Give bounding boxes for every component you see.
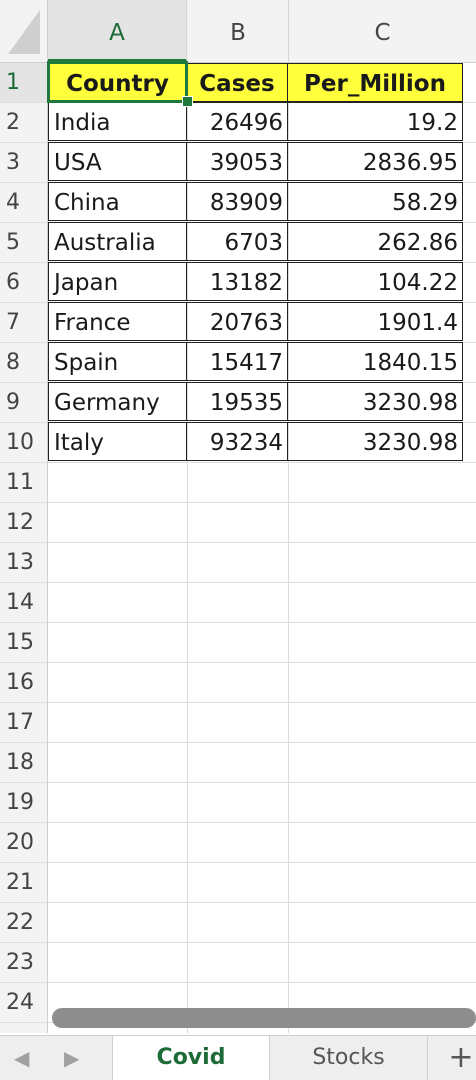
chevron-left-icon[interactable]: ◀ bbox=[14, 1046, 30, 1070]
row-header-1[interactable]: 1 bbox=[0, 63, 47, 103]
table-cell-country[interactable]: Australia bbox=[48, 222, 187, 261]
table-cell-country[interactable]: India bbox=[48, 102, 187, 141]
row-header-bar: 1 2 3 4 5 6 7 8 9 10 11 12 13 14 15 16 17 18 19 20 21 22 23 24 bbox=[0, 63, 48, 1033]
grid-row-line bbox=[48, 582, 476, 583]
row-header-6[interactable]: 6 bbox=[0, 263, 47, 303]
row-header-4[interactable]: 4 bbox=[0, 183, 47, 223]
table-cell-cases[interactable]: 83909 bbox=[186, 182, 288, 221]
grid-row-line bbox=[48, 462, 476, 463]
table-cell-country[interactable]: China bbox=[48, 182, 187, 221]
grid-column-line bbox=[187, 63, 188, 1033]
table-cell-country[interactable]: USA bbox=[48, 142, 187, 181]
table-cell-country[interactable]: Spain bbox=[48, 342, 187, 381]
tab-stocks[interactable]: Stocks bbox=[270, 1036, 428, 1080]
table-cell-per_million[interactable]: 3230.98 bbox=[287, 382, 463, 421]
grid-row-line bbox=[48, 782, 476, 783]
column-header-a[interactable]: A bbox=[48, 0, 187, 62]
table-cell-per_million[interactable]: 1840.15 bbox=[287, 342, 463, 381]
grid-row-line bbox=[48, 982, 476, 983]
row-header-16[interactable]: 16 bbox=[0, 663, 47, 703]
grid-column-line bbox=[288, 63, 289, 1033]
fill-handle[interactable] bbox=[182, 96, 193, 107]
table-cell-per_million[interactable]: 3230.98 bbox=[287, 422, 463, 461]
sheet-tab-bar: ◀ ▶ Covid Stocks + bbox=[0, 1035, 476, 1080]
tab-covid[interactable]: Covid bbox=[112, 1036, 270, 1080]
grid-row-line bbox=[48, 942, 476, 943]
column-header-c[interactable]: C bbox=[374, 20, 391, 46]
column-header-bar: A B C bbox=[0, 0, 476, 63]
row-header-22[interactable]: 22 bbox=[0, 903, 47, 943]
row-header-23[interactable]: 23 bbox=[0, 943, 47, 983]
horizontal-scrollbar[interactable] bbox=[52, 1008, 476, 1028]
table-cell-cases[interactable]: 15417 bbox=[186, 342, 288, 381]
grid-row-line bbox=[48, 622, 476, 623]
table-cell-per_million[interactable]: 262.86 bbox=[287, 222, 463, 261]
table-cell-per_million[interactable]: 58.29 bbox=[287, 182, 463, 221]
chevron-right-icon[interactable]: ▶ bbox=[64, 1046, 80, 1070]
table-cell-cases[interactable]: 93234 bbox=[186, 422, 288, 461]
row-header-12[interactable]: 12 bbox=[0, 503, 47, 543]
row-header-14[interactable]: 14 bbox=[0, 583, 47, 623]
row-header-18[interactable]: 18 bbox=[0, 743, 47, 783]
row-header-2[interactable]: 2 bbox=[0, 103, 47, 143]
grid-row-line bbox=[48, 862, 476, 863]
row-header-5[interactable]: 5 bbox=[0, 223, 47, 263]
grid-row-line bbox=[48, 902, 476, 903]
grid-row-line bbox=[48, 822, 476, 823]
row-header-20[interactable]: 20 bbox=[0, 823, 47, 863]
grid-row-line bbox=[48, 662, 476, 663]
row-header-9[interactable]: 9 bbox=[0, 383, 47, 423]
table-cell-per_million[interactable]: 19.2 bbox=[287, 102, 463, 141]
row-header-17[interactable]: 17 bbox=[0, 703, 47, 743]
table-cell-country[interactable]: Germany bbox=[48, 382, 187, 421]
grid-row-line bbox=[48, 502, 476, 503]
table-cell-cases[interactable]: 26496 bbox=[186, 102, 288, 141]
row-header-11[interactable]: 11 bbox=[0, 463, 47, 503]
grid-row-line bbox=[48, 742, 476, 743]
row-header-21[interactable]: 21 bbox=[0, 863, 47, 903]
plus-icon[interactable]: + bbox=[448, 1040, 474, 1075]
row-header-3[interactable]: 3 bbox=[0, 143, 47, 183]
row-header-8[interactable]: 8 bbox=[0, 343, 47, 383]
table-cell-cases[interactable]: 6703 bbox=[186, 222, 288, 261]
select-all-corner[interactable] bbox=[0, 0, 48, 62]
table-cell-country[interactable]: France bbox=[48, 302, 187, 341]
table-cell-country[interactable]: Japan bbox=[48, 262, 187, 301]
header-cell-c[interactable]: Per_Million bbox=[287, 63, 463, 102]
row-header-19[interactable]: 19 bbox=[0, 783, 47, 823]
table-cell-per_million[interactable]: 2836.95 bbox=[287, 142, 463, 181]
row-header-7[interactable]: 7 bbox=[0, 303, 47, 343]
table-cell-per_million[interactable]: 104.22 bbox=[287, 262, 463, 301]
select-all-triangle-icon bbox=[8, 10, 40, 54]
row-header-13[interactable]: 13 bbox=[0, 543, 47, 583]
table-cell-cases[interactable]: 39053 bbox=[186, 142, 288, 181]
table-cell-cases[interactable]: 19535 bbox=[186, 382, 288, 421]
row-header-10[interactable]: 10 bbox=[0, 423, 47, 463]
table-cell-country[interactable]: Italy bbox=[48, 422, 187, 461]
column-header-b[interactable]: B bbox=[188, 0, 289, 62]
table-cell-cases[interactable]: 20763 bbox=[186, 302, 288, 341]
grid-row-line bbox=[48, 702, 476, 703]
active-cell-outline bbox=[47, 61, 188, 103]
grid-row-line bbox=[48, 542, 476, 543]
header-cell-b[interactable]: Cases bbox=[186, 63, 288, 102]
table-cell-cases[interactable]: 13182 bbox=[186, 262, 288, 301]
row-header-24[interactable]: 24 bbox=[0, 983, 47, 1023]
row-header-15[interactable]: 15 bbox=[0, 623, 47, 663]
table-cell-per_million[interactable]: 1901.4 bbox=[287, 302, 463, 341]
